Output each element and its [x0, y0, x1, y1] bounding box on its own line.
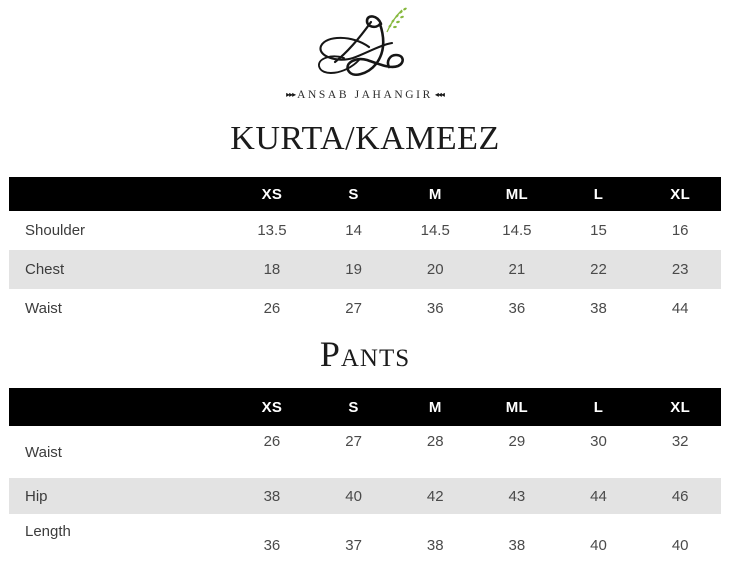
- cell-value: 29: [508, 433, 526, 450]
- cell-value: 28: [426, 433, 444, 450]
- cell-value: 36: [508, 300, 526, 317]
- header-spacer-cell: [9, 388, 231, 426]
- row-label: Hip: [25, 487, 48, 505]
- table-row-hip: Hip 38 40 42 43 44 46: [9, 478, 721, 514]
- cell-value: 46: [671, 487, 689, 505]
- cell-value: 14.5: [502, 222, 532, 239]
- kurta-size-table: XS S M ML L XL Shoulder 13.5 14 14.5 14.…: [9, 177, 721, 328]
- size-header-m: M: [428, 398, 442, 416]
- size-header-xs: XS: [261, 398, 283, 416]
- pants-section-title: Pants: [319, 334, 411, 374]
- cell-value: 37: [345, 537, 362, 554]
- table-row-waist: Waist 26 27 36 36 38 44: [9, 289, 721, 328]
- size-header-xl: XL: [670, 398, 691, 416]
- cell-value: 32: [671, 433, 689, 450]
- cell-value: 40: [671, 537, 689, 554]
- size-header-l: L: [593, 185, 604, 203]
- cell-value: 38: [426, 537, 444, 554]
- cell-value: 38: [263, 487, 281, 505]
- cell-value: 21: [508, 261, 526, 278]
- left-arrows-ornament-icon: ▸▸▸: [286, 90, 296, 99]
- cell-value: 22: [590, 261, 607, 278]
- cell-value: 27: [345, 300, 362, 317]
- cell-value: 27: [345, 433, 362, 450]
- row-label: Shoulder: [25, 222, 86, 239]
- cell-value: 26: [263, 433, 281, 450]
- cell-value: 42: [426, 487, 444, 505]
- row-label: Chest: [25, 261, 65, 278]
- cell-value: 20: [426, 261, 444, 278]
- row-label: Waist: [25, 443, 62, 461]
- right-arrows-ornament-icon: ◂◂◂: [434, 90, 445, 99]
- size-header-l: L: [593, 398, 604, 416]
- size-header-m: M: [428, 185, 442, 203]
- table-row-waist: Waist 26 27 28 29 30 32: [9, 426, 721, 478]
- cell-value: 14: [345, 222, 362, 239]
- cell-value: 13.5: [257, 222, 287, 239]
- cell-value: 16: [671, 222, 689, 239]
- brand-name-text: ANSAB JAHANGIR: [297, 89, 433, 101]
- cell-value: 44: [671, 300, 689, 317]
- cell-value: 23: [671, 261, 689, 278]
- header-spacer-cell: [9, 177, 231, 211]
- table-row-chest: Chest 18 19 20 21 22 23: [9, 250, 721, 289]
- pants-header-row: XS S M ML L XL: [9, 388, 721, 426]
- brand-header: ▸▸▸ ANSAB JAHANGIR ◂◂◂: [0, 0, 730, 102]
- cell-value: 38: [590, 300, 607, 317]
- cell-value: 18: [263, 261, 281, 278]
- cell-value: 15: [590, 222, 607, 239]
- brand-logo-monogram-icon: [318, 7, 407, 76]
- kurta-header-row: XS S M ML L XL: [9, 177, 721, 211]
- cell-value: 43: [508, 487, 526, 505]
- cell-value: 36: [263, 537, 281, 554]
- size-header-s: S: [348, 398, 359, 416]
- brand-name: ▸▸▸ ANSAB JAHANGIR ◂◂◂: [0, 89, 730, 102]
- cell-value: 40: [590, 537, 607, 554]
- cell-value: 44: [590, 487, 607, 505]
- size-header-xl: XL: [670, 185, 691, 203]
- kurta-section-title: KURTA/KAMEEZ: [230, 120, 500, 157]
- pants-size-table: XS S M ML L XL Waist 26 27 28 29 30 32 H…: [9, 388, 721, 566]
- cell-value: 14.5: [420, 222, 450, 239]
- cell-value: 36: [426, 300, 444, 317]
- cell-value: 38: [508, 537, 526, 554]
- cell-value: 40: [345, 487, 362, 505]
- row-label: Length: [25, 523, 71, 540]
- table-row-length: Length 36 37 38 38 40 40: [9, 514, 721, 566]
- cell-value: 26: [263, 300, 281, 317]
- table-row-shoulder: Shoulder 13.5 14 14.5 14.5 15 16: [9, 211, 721, 250]
- row-label: Waist: [25, 300, 62, 317]
- size-header-xs: XS: [261, 185, 283, 203]
- size-header-ml: ML: [505, 398, 528, 416]
- cell-value: 30: [590, 433, 607, 450]
- size-header-ml: ML: [505, 185, 528, 203]
- cell-value: 19: [345, 261, 362, 278]
- size-header-s: S: [348, 185, 359, 203]
